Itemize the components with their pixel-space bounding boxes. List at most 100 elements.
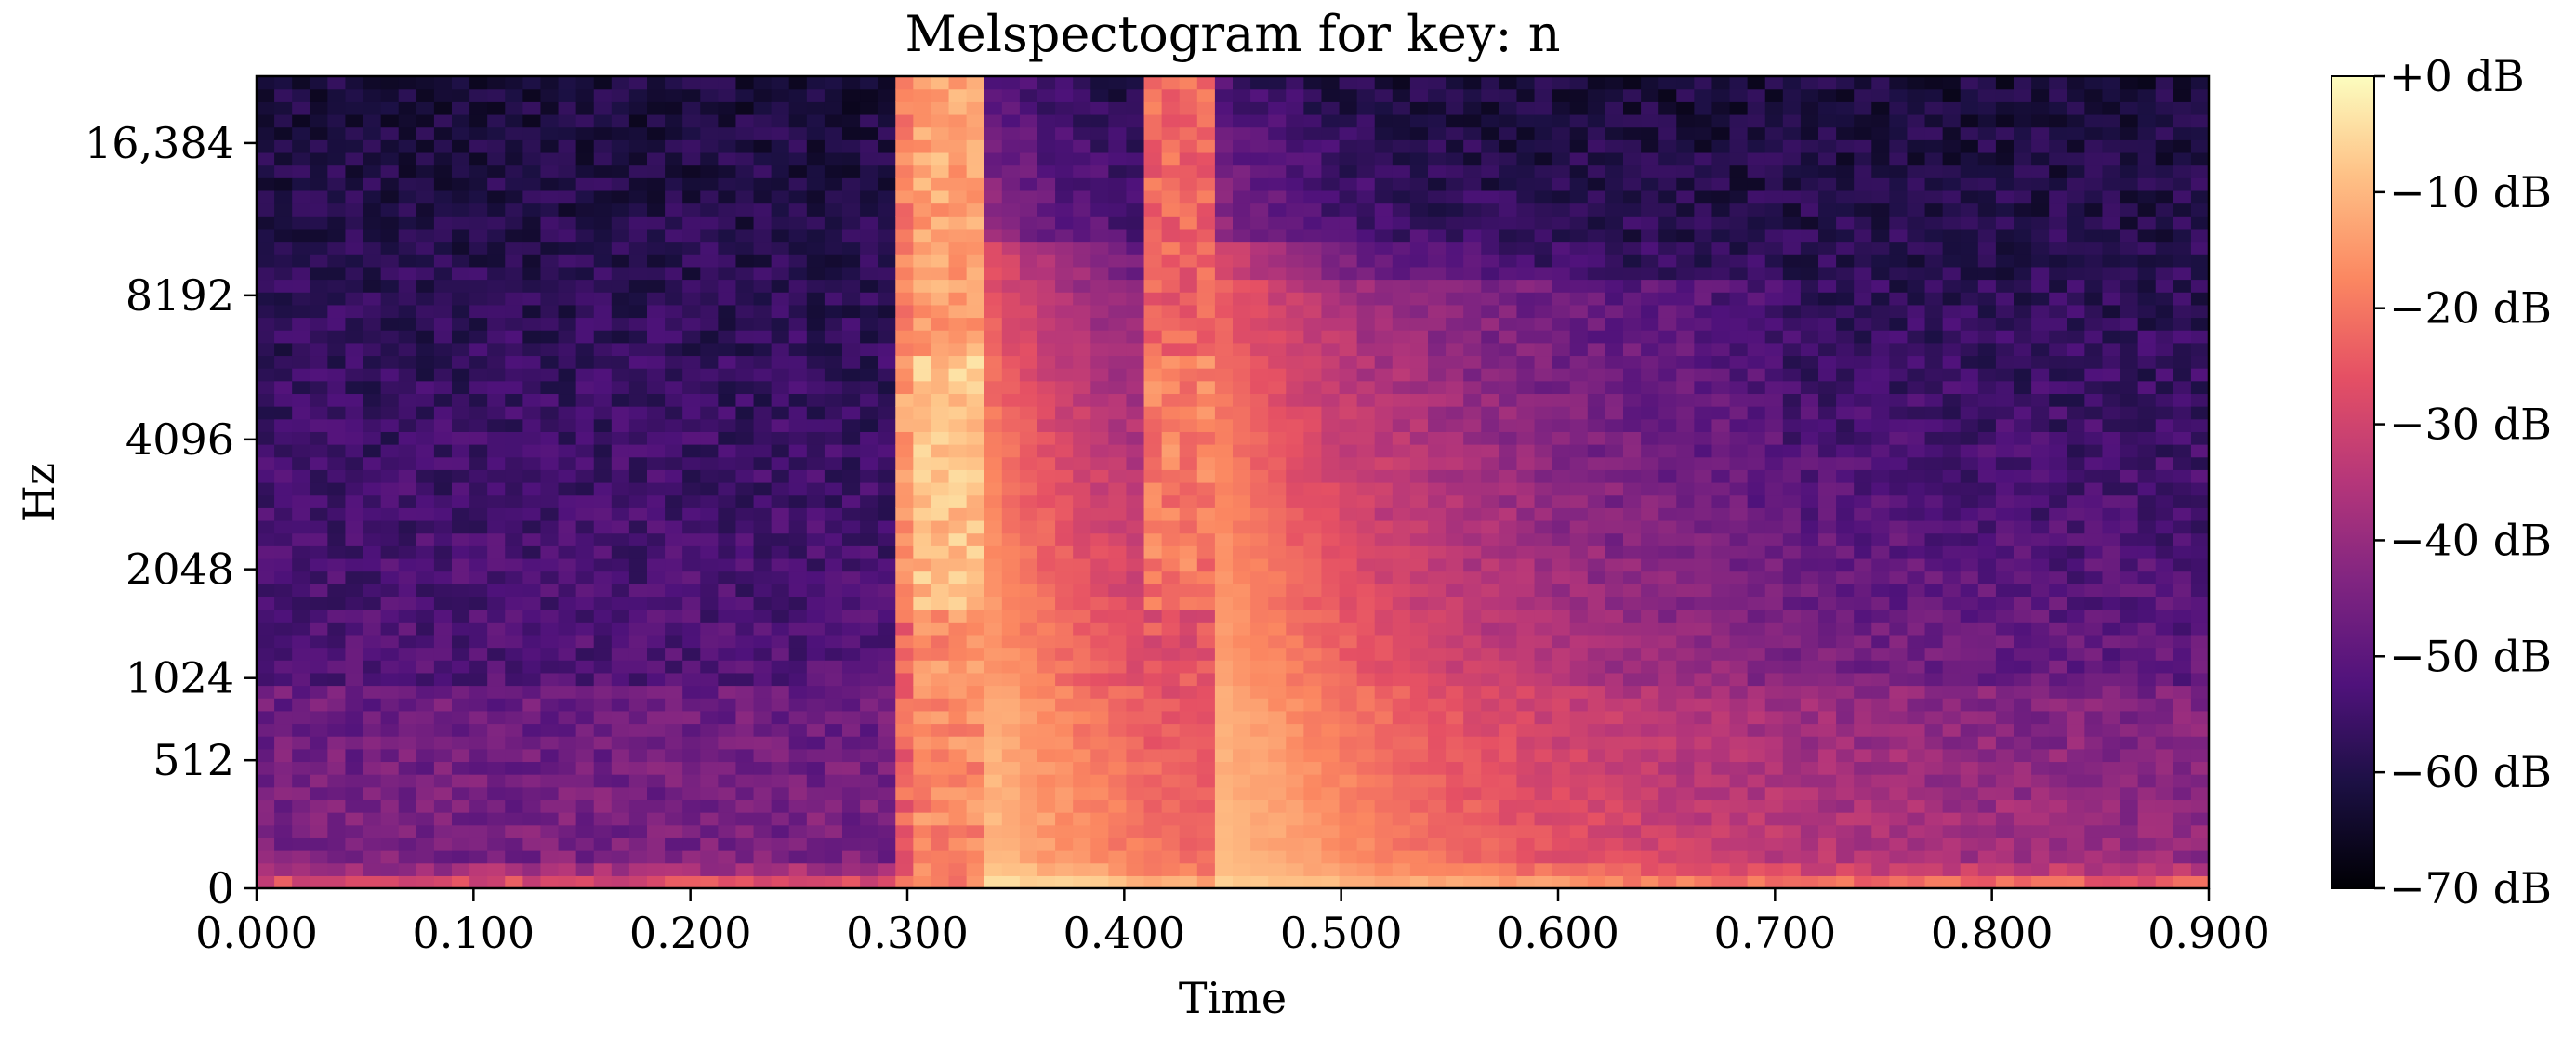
heatmap-cell [1569,736,1589,750]
heatmap-cell [647,342,666,357]
heatmap-cell [682,241,701,255]
heatmap-cell [1552,444,1571,458]
heatmap-cell [718,241,737,255]
heatmap-cell [1161,380,1181,395]
heatmap-cell [558,431,577,445]
heatmap-cell [1392,101,1411,115]
heatmap-cell [788,151,808,166]
heatmap-cell [842,571,861,584]
heatmap-cell [1428,672,1447,687]
heatmap-cell [1623,393,1642,407]
heatmap-cell [433,685,453,699]
heatmap-cell [1374,710,1394,725]
heatmap-cell [416,685,435,699]
heatmap-cell [1481,241,1499,255]
heatmap-cell [735,532,755,546]
heatmap-cell [1179,279,1198,293]
heatmap-cell [806,368,826,382]
heatmap-cell [1126,113,1145,128]
heatmap-cell [824,609,843,623]
heatmap-cell [895,672,914,687]
heatmap-cell [788,685,808,699]
heatmap-cell [842,151,861,166]
heatmap-cell [540,786,560,801]
heatmap-cell [788,355,808,369]
heatmap-cell [1481,799,1499,813]
heatmap-cell [753,164,773,178]
heatmap-cell [1233,418,1251,432]
heatmap-cell [310,571,328,584]
heatmap-cell [948,368,968,382]
heatmap-cell [1233,862,1251,876]
heatmap-cell [966,532,985,546]
heatmap-cell [1481,609,1499,623]
heatmap-cell [1286,837,1304,851]
heatmap-cell [1587,824,1606,838]
heatmap-cell [363,317,382,331]
heatmap-cell [735,101,755,115]
heatmap-cell [665,444,683,458]
heatmap-cell [1516,571,1536,584]
heatmap-cell [1055,151,1074,166]
heatmap-cell [292,558,310,572]
heatmap-cell [1446,875,1464,889]
heatmap-cell [1499,596,1518,610]
heatmap-cell [398,875,417,889]
heatmap-cell [1446,228,1464,243]
heatmap-cell [948,736,968,750]
heatmap-cell [1143,254,1163,268]
heatmap-cell [1073,304,1091,319]
heatmap-cell [611,317,630,331]
heatmap-cell [1073,342,1091,357]
heatmap-cell [469,380,488,395]
heatmap-cell [1214,812,1234,826]
heatmap-cell [1552,622,1571,636]
heatmap-cell [895,304,914,319]
heatmap-cell [575,584,595,597]
heatmap-cell [1179,88,1198,102]
heatmap-cell [1214,241,1234,255]
heatmap-cell [966,634,985,649]
heatmap-cell [363,596,382,610]
heatmap-cell [558,761,577,775]
heatmap-cell [398,609,417,623]
heatmap-cell [1161,609,1181,623]
heatmap-cell [1339,622,1358,636]
heatmap-cell [416,723,435,737]
heatmap-cell [611,862,630,876]
heatmap-cell [1196,190,1216,204]
heatmap-cell [1641,862,1659,876]
heatmap-cell [274,216,293,230]
heatmap-cell [1108,101,1128,115]
heatmap-cell [700,571,719,584]
heatmap-cell [1303,748,1323,763]
heatmap-cell [1428,507,1447,521]
heatmap-cell [274,228,293,243]
heatmap-cell [771,101,790,115]
heatmap-cell [292,545,310,559]
heatmap-cell [1321,875,1341,889]
heatmap-cell [1587,380,1606,395]
heatmap-cell [878,216,896,230]
heatmap-cell [1499,774,1518,788]
heatmap-cell [522,850,542,864]
heatmap-cell [558,76,577,90]
heatmap-cell [1374,850,1394,864]
heatmap-cell [806,228,826,243]
heatmap-cell [505,431,523,445]
heatmap-cell [505,824,523,838]
heatmap-cell [753,609,773,623]
heatmap-cell [1374,406,1394,420]
heatmap-cell [593,723,613,737]
heatmap-cell [487,558,506,572]
heatmap-cell [895,647,914,661]
heatmap-cell [860,584,878,597]
heatmap-cell [363,380,382,395]
heatmap-cell [505,698,523,712]
heatmap-cell [345,216,364,230]
heatmap-cell [1126,177,1145,191]
heatmap-cell [878,736,896,750]
heatmap-cell [1196,634,1216,649]
heatmap-cell [1516,609,1536,623]
heatmap-cell [292,660,310,674]
